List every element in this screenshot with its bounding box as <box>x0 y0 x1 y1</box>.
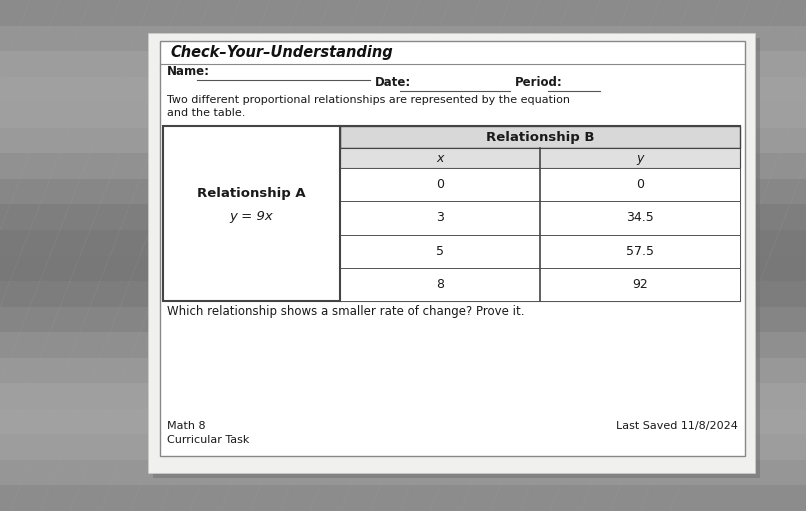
Bar <box>340 268 740 301</box>
Text: 92: 92 <box>632 278 648 291</box>
Text: Relationship A: Relationship A <box>197 187 305 199</box>
Bar <box>0 51 806 77</box>
Text: Period:: Period: <box>515 76 563 89</box>
Bar <box>160 41 745 456</box>
Bar <box>0 230 806 256</box>
Bar <box>0 77 806 102</box>
Text: 34.5: 34.5 <box>626 212 654 224</box>
Text: Curricular Task: Curricular Task <box>167 435 249 445</box>
Text: 0: 0 <box>436 178 444 191</box>
Text: 8: 8 <box>436 278 444 291</box>
Bar <box>153 38 760 478</box>
Text: 5: 5 <box>436 245 444 258</box>
Text: Last Saved 11/8/2024: Last Saved 11/8/2024 <box>616 421 738 431</box>
Bar <box>0 332 806 358</box>
Bar <box>0 460 806 485</box>
Text: Date:: Date: <box>375 76 411 89</box>
Bar <box>340 201 740 235</box>
Text: 3: 3 <box>436 212 444 224</box>
Bar <box>340 235 740 268</box>
Text: Check–Your–Understanding: Check–Your–Understanding <box>170 45 393 60</box>
Bar <box>0 204 806 230</box>
Bar <box>0 128 806 153</box>
Text: Two different proportional relationships are represented by the equation: Two different proportional relationships… <box>167 95 570 105</box>
Text: y = 9x: y = 9x <box>230 210 273 222</box>
Text: and the table.: and the table. <box>167 108 245 118</box>
Text: x: x <box>436 151 443 165</box>
Text: 0: 0 <box>636 178 644 191</box>
Text: Name:: Name: <box>167 65 210 78</box>
Text: y: y <box>636 151 644 165</box>
Bar <box>0 307 806 332</box>
Text: Relationship B: Relationship B <box>486 130 594 144</box>
Bar <box>148 33 755 473</box>
Bar <box>340 148 740 168</box>
Bar <box>0 383 806 409</box>
Bar <box>0 153 806 179</box>
Bar <box>0 409 806 434</box>
Bar <box>340 126 740 148</box>
Bar <box>340 168 740 201</box>
Text: Which relationship shows a smaller rate of change? Prove it.: Which relationship shows a smaller rate … <box>167 305 525 318</box>
Bar <box>0 358 806 383</box>
Text: 57.5: 57.5 <box>626 245 654 258</box>
Text: Math 8: Math 8 <box>167 421 206 431</box>
Bar <box>0 102 806 128</box>
Bar <box>0 485 806 511</box>
Bar <box>0 0 806 26</box>
Bar <box>0 179 806 204</box>
Bar <box>0 281 806 307</box>
Bar <box>163 126 740 301</box>
Bar <box>0 434 806 460</box>
Bar <box>0 26 806 51</box>
Bar <box>0 256 806 281</box>
